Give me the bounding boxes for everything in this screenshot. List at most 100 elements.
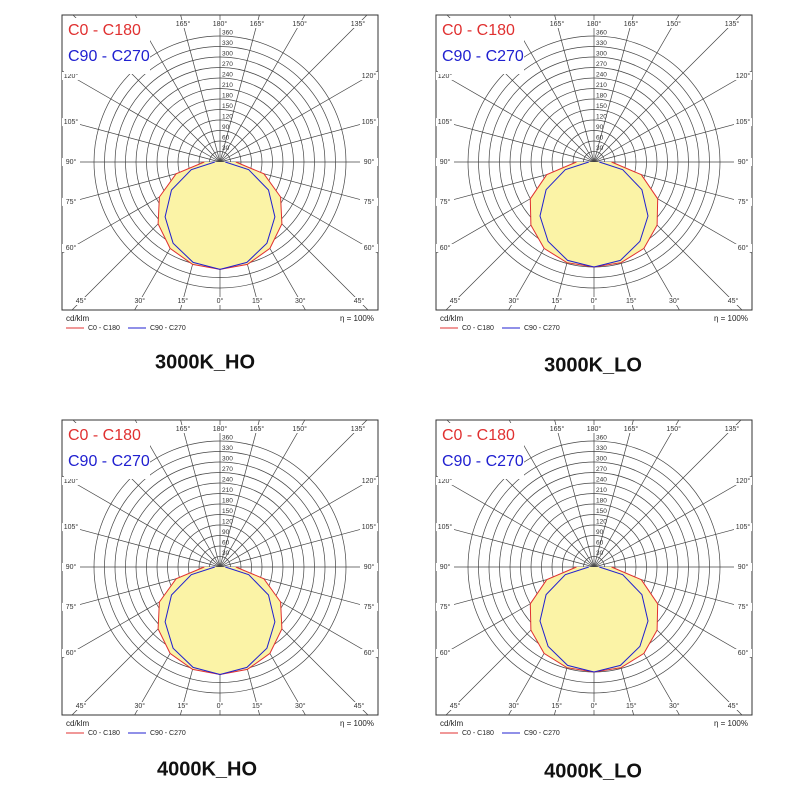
radial-tick-label: 60 xyxy=(596,540,604,547)
angle-label: 15° xyxy=(551,702,562,710)
radial-tick-label: 180 xyxy=(596,93,607,100)
grid-spoke xyxy=(593,420,680,568)
radial-tick-label: 30 xyxy=(222,145,230,152)
legend-label: C90 - C270 xyxy=(150,325,186,332)
grid-spoke xyxy=(593,524,752,568)
radial-tick-label: 360 xyxy=(596,435,607,442)
panel-caption: 4000K_LO xyxy=(544,760,642,782)
radial-tick-label: 60 xyxy=(222,540,230,547)
angle-label: 75° xyxy=(364,198,375,206)
angle-label: 105° xyxy=(64,118,79,126)
radial-tick-label: 270 xyxy=(222,61,233,68)
angle-label: 165° xyxy=(176,425,191,433)
grid-spoke xyxy=(593,420,742,568)
radial-tick-label: 180 xyxy=(596,498,607,505)
radial-tick-label: 240 xyxy=(596,72,607,79)
intensity-curve xyxy=(219,161,276,270)
legend-label-large: C0 - C180 xyxy=(68,22,141,39)
unit-label: cd/klm xyxy=(440,719,463,728)
radial-tick-label: 210 xyxy=(222,82,233,89)
grid-spoke xyxy=(219,524,378,568)
grid-spoke xyxy=(219,70,378,163)
angle-label: 45° xyxy=(354,297,365,305)
angle-label: 75° xyxy=(364,603,375,611)
radial-tick-label: 240 xyxy=(222,477,233,484)
efficiency-note: η = 100% xyxy=(714,719,748,728)
grid-spoke xyxy=(62,475,221,568)
radial-tick-label: 300 xyxy=(596,456,607,463)
angle-label: 60° xyxy=(440,649,451,657)
angle-label: 105° xyxy=(438,523,453,531)
grid-spoke xyxy=(219,420,260,568)
light-fill xyxy=(540,567,648,672)
grid-spoke xyxy=(554,420,595,568)
polar-panel: 0° 15° 15° 30° 30° 45° 45° 60° 60° 75° 75° 90° 90° 10… xyxy=(61,419,379,737)
intensity-curve xyxy=(164,566,221,675)
unit-label: cd/klm xyxy=(440,314,463,323)
efficiency-note: η = 100% xyxy=(340,314,374,323)
radial-tick-label: 30 xyxy=(596,550,604,557)
angle-label: 120° xyxy=(736,72,751,80)
radial-tick-label: 90 xyxy=(222,529,230,536)
angle-label: 165° xyxy=(624,20,639,28)
angle-label: 120° xyxy=(362,477,377,485)
intensity-curve xyxy=(529,161,595,268)
efficiency-note: η = 100% xyxy=(340,719,374,728)
legend-label-large: C90 - C270 xyxy=(442,453,524,470)
angle-label: 90° xyxy=(440,563,451,571)
grid-spoke xyxy=(219,15,260,163)
angle-label: 165° xyxy=(624,425,639,433)
radial-tick-label: 30 xyxy=(596,145,604,152)
radial-tick-label: 330 xyxy=(596,40,607,47)
radial-tick-label: 270 xyxy=(596,61,607,68)
grid-spoke xyxy=(219,15,306,163)
angle-label: 135° xyxy=(351,425,366,433)
angle-label: 90° xyxy=(66,158,77,166)
grid-spoke xyxy=(436,70,595,163)
grid-spoke xyxy=(219,420,368,568)
angle-label: 60° xyxy=(738,244,749,252)
angle-label: 0° xyxy=(217,297,224,305)
angle-label: 15° xyxy=(626,297,637,305)
legend-label-large: C90 - C270 xyxy=(68,453,150,470)
angle-label: 165° xyxy=(550,425,565,433)
angle-label: 120° xyxy=(438,477,453,485)
angle-label: 15° xyxy=(626,702,637,710)
angle-label: 105° xyxy=(64,523,79,531)
radial-tick-label: 330 xyxy=(222,445,233,452)
radial-tick-label: 120 xyxy=(596,519,607,526)
legend-label: C0 - C180 xyxy=(88,325,120,332)
angle-label: 180° xyxy=(587,20,602,28)
grid-spoke xyxy=(219,420,306,568)
angle-label: 135° xyxy=(725,20,740,28)
angle-label: 45° xyxy=(450,297,461,305)
intensity-curve xyxy=(593,161,659,268)
angle-label: 15° xyxy=(177,297,188,305)
radial-tick-label: 150 xyxy=(222,508,233,515)
angle-label: 75° xyxy=(66,198,77,206)
radial-tick-label: 150 xyxy=(222,103,233,110)
angle-label: 75° xyxy=(440,603,451,611)
angle-label: 30° xyxy=(295,702,306,710)
efficiency-note: η = 100% xyxy=(714,314,748,323)
intensity-curve xyxy=(164,161,221,270)
legend-label: C0 - C180 xyxy=(88,730,120,737)
radial-tick-label: 300 xyxy=(222,456,233,463)
angle-label: 150° xyxy=(666,425,681,433)
angle-label: 15° xyxy=(252,297,263,305)
grid-spoke xyxy=(219,475,378,568)
angle-label: 60° xyxy=(66,649,77,657)
radial-tick-label: 120 xyxy=(222,519,233,526)
angle-label: 105° xyxy=(362,118,377,126)
legend-label-large: C90 - C270 xyxy=(68,48,150,65)
angle-label: 180° xyxy=(213,425,228,433)
angle-label: 90° xyxy=(440,158,451,166)
angle-label: 165° xyxy=(250,425,265,433)
angle-label: 150° xyxy=(292,20,307,28)
intensity-curve xyxy=(593,566,649,673)
radial-tick-label: 120 xyxy=(222,114,233,121)
angle-label: 180° xyxy=(587,425,602,433)
angle-label: 135° xyxy=(351,20,366,28)
radial-tick-label: 330 xyxy=(222,40,233,47)
